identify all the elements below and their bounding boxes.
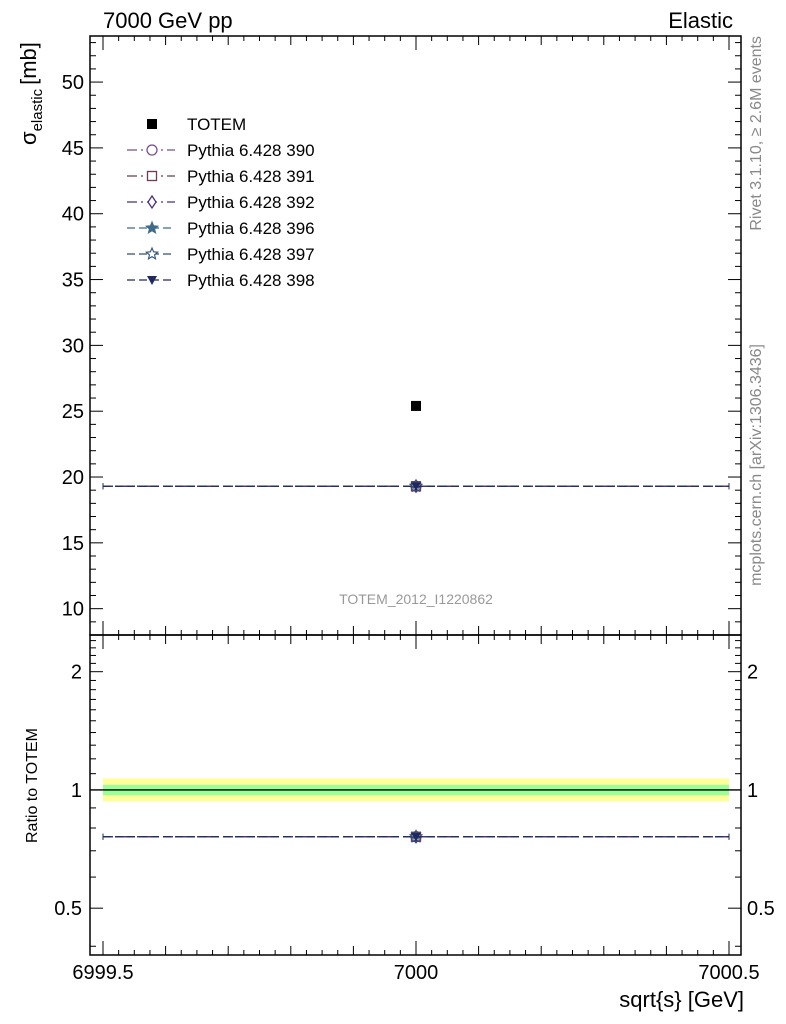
mcplots-label: mcplots.cern.ch [arXiv:1306.3436] bbox=[748, 344, 765, 586]
main-y-axis-label: σelastic [mb] bbox=[16, 42, 46, 145]
ylabel-symbol: σ bbox=[16, 131, 41, 145]
ratio-y-tick-label-left: 0.5 bbox=[54, 898, 82, 920]
main-y-tick-label: 20 bbox=[62, 467, 84, 489]
ylabel-subscript: elastic bbox=[29, 88, 46, 131]
main-y-tick-label: 40 bbox=[62, 204, 84, 226]
ratio-y-tick-label-right: 1 bbox=[747, 780, 758, 802]
legend-label-pythia-6-428-396: Pythia 6.428 396 bbox=[187, 219, 315, 238]
ratio-y-tick-label-left: 2 bbox=[71, 662, 82, 684]
watermark: TOTEM_2012_I1220862 bbox=[339, 591, 493, 607]
x-axis-label: sqrt{s} [GeV] bbox=[619, 987, 744, 1012]
main-y-tick-label: 50 bbox=[62, 72, 84, 94]
ratio-y-axis-label: Ratio to TOTEM bbox=[24, 728, 41, 843]
legend-marker-pythia-6-428-390 bbox=[146, 144, 158, 156]
legend-label-pythia-6-428-392: Pythia 6.428 392 bbox=[187, 193, 315, 212]
legend-label-pythia-6-428-397: Pythia 6.428 397 bbox=[187, 245, 315, 264]
ratio-point-pythia-6-428-398 bbox=[411, 832, 421, 842]
main-point-pythia-6-428-398 bbox=[411, 482, 421, 492]
ratio-y-tick-label-left: 1 bbox=[71, 780, 82, 802]
x-tick-label: 6999.5 bbox=[72, 962, 133, 984]
main-panel: TOTEM_2012_I1220862 10 15 20 25 30 35 40 45 50 T… bbox=[16, 35, 742, 636]
legend-label-totem: TOTEM bbox=[187, 115, 246, 134]
main-y-tick-label: 15 bbox=[62, 533, 84, 555]
legend-marker-pythia-6-428-398 bbox=[147, 276, 157, 285]
svg-text:σelastic[mb]: σelastic [mb] bbox=[16, 42, 46, 145]
ratio-y-tick-label-right: 0.5 bbox=[747, 898, 775, 920]
main-y-tick-label: 45 bbox=[62, 138, 84, 160]
main-y-tick-label: 30 bbox=[62, 335, 84, 357]
main-point-totem bbox=[411, 400, 421, 411]
header-right: Elastic bbox=[668, 8, 733, 33]
legend-marker-totem bbox=[147, 119, 157, 129]
main-y-tick-label: 35 bbox=[62, 270, 84, 292]
main-y-tick-label: 10 bbox=[62, 599, 84, 621]
legend-marker-pythia-6-428-397 bbox=[144, 246, 160, 261]
x-tick-label: 7000 bbox=[394, 962, 439, 984]
ratio-panel: 0.5 0.5 1 1 2 2 6999.5 7000 7000.5 Ratio to TOTE… bbox=[24, 634, 775, 1012]
rivet-label: Rivet 3.1.10, ≥ 2.6M events bbox=[748, 36, 765, 231]
ylabel-unit: [mb] bbox=[16, 42, 41, 85]
legend-label-pythia-6-428-391: Pythia 6.428 391 bbox=[187, 167, 315, 186]
legend-label-pythia-6-428-390: Pythia 6.428 390 bbox=[187, 141, 315, 160]
legend: TOTEM Pythia 6.428 390 Pythia 6.428 391 Pyt… bbox=[127, 115, 315, 290]
main-y-tick-label: 25 bbox=[62, 401, 84, 423]
legend-label-pythia-6-428-398: Pythia 6.428 398 bbox=[187, 271, 315, 290]
x-tick-label: 7000.5 bbox=[698, 962, 759, 984]
legend-marker-pythia-6-428-391 bbox=[146, 170, 158, 182]
legend-marker-pythia-6-428-392 bbox=[147, 194, 157, 210]
legend-marker-pythia-6-428-396 bbox=[144, 220, 160, 235]
ratio-y-tick-label-right: 2 bbox=[747, 662, 758, 684]
header-left: 7000 GeV pp bbox=[103, 8, 233, 33]
